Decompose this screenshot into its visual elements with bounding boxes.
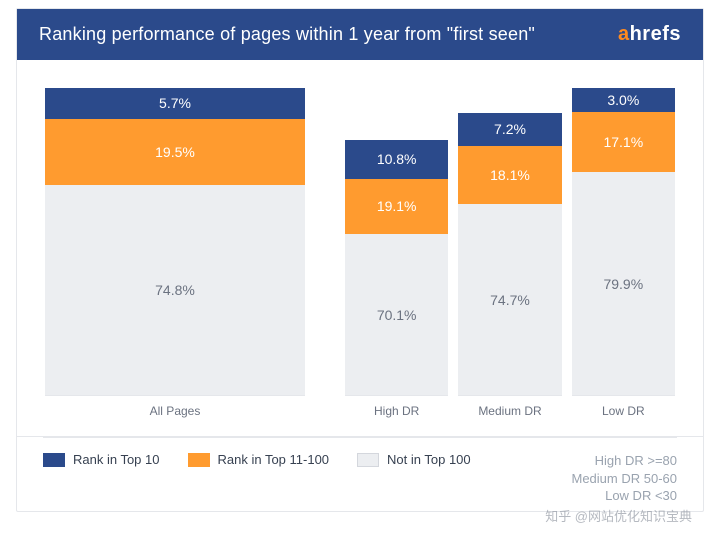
brand-logo: ahrefs (618, 23, 681, 46)
bar-column: 3.0%17.1%79.9% (572, 88, 675, 396)
x-axis-labels: All Pages High DR Medium DR Low DR (17, 396, 703, 437)
segment-top10: 10.8% (345, 140, 448, 178)
chart-header: Ranking performance of pages within 1 ye… (17, 9, 703, 60)
plot-area: 5.7%19.5%74.8%10.8%19.1%70.1%7.2%18.1%74… (17, 60, 703, 396)
segment-not100: 74.8% (45, 185, 305, 395)
bar-column: 7.2%18.1%74.7% (458, 88, 561, 396)
legend-swatch (43, 453, 65, 467)
note-line: High DR >=80 (572, 452, 678, 470)
segment-top100: 17.1% (572, 112, 675, 172)
bar-column: 5.7%19.5%74.8% (45, 88, 305, 396)
bar-group: 10.8%19.1%70.1%7.2%18.1%74.7%3.0%17.1%79… (345, 88, 675, 396)
legend-swatch (357, 453, 379, 467)
segment-not100: 70.1% (345, 234, 448, 395)
legend-label: Rank in Top 11-100 (218, 452, 330, 467)
legend: Rank in Top 10 Rank in Top 11-100 Not in T… (43, 452, 471, 467)
x-axis-label: High DR (345, 404, 448, 418)
legend-item: Not in Top 100 (357, 452, 471, 467)
x-axis-label: All Pages (45, 404, 305, 418)
note-line: Low DR <30 (572, 487, 678, 505)
bar-group: 5.7%19.5%74.8% (45, 88, 305, 396)
segment-not100: 79.9% (572, 172, 675, 395)
segment-top100: 19.5% (45, 119, 305, 186)
bar-column: 10.8%19.1%70.1% (345, 88, 448, 396)
x-axis-label: Low DR (572, 404, 675, 418)
segment-top100: 19.1% (345, 179, 448, 235)
chart-title: Ranking performance of pages within 1 ye… (39, 24, 535, 45)
legend-swatch (188, 453, 210, 467)
chart-card: Ranking performance of pages within 1 ye… (16, 8, 704, 512)
segment-top100: 18.1% (458, 146, 561, 205)
logo-rest: hrefs (630, 23, 681, 45)
logo-lead: a (618, 23, 630, 45)
chart-footer: Rank in Top 10 Rank in Top 11-100 Not in T… (17, 438, 703, 511)
segment-top10: 3.0% (572, 88, 675, 112)
x-axis-label: Medium DR (458, 404, 561, 418)
segment-not100: 74.7% (458, 204, 561, 395)
segment-top10: 7.2% (458, 113, 561, 146)
legend-label: Not in Top 100 (387, 452, 471, 467)
dr-definitions: High DR >=80Medium DR 50-60Low DR <30 (572, 452, 678, 505)
legend-item: Rank in Top 11-100 (188, 452, 330, 467)
note-line: Medium DR 50-60 (572, 470, 678, 488)
segment-top10: 5.7% (45, 88, 305, 119)
legend-label: Rank in Top 10 (73, 452, 160, 467)
legend-item: Rank in Top 10 (43, 452, 160, 467)
